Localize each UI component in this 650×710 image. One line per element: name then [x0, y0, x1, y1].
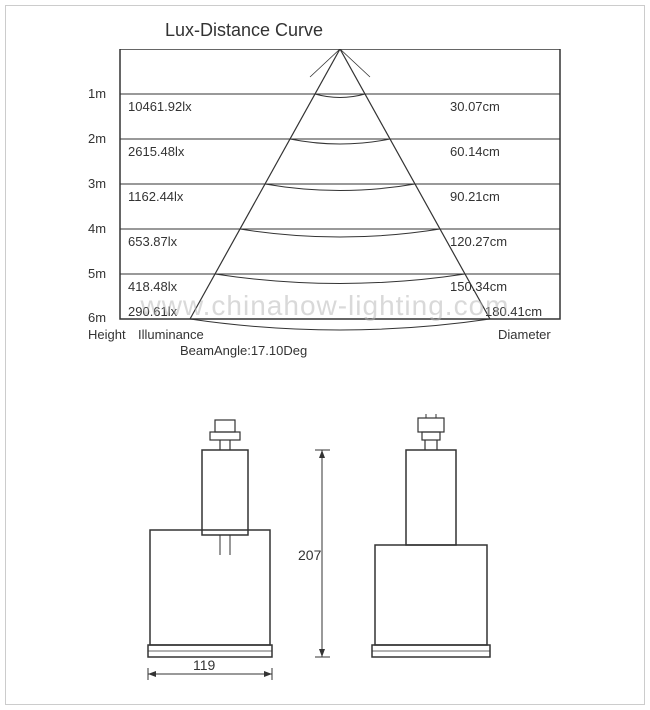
front-view: 119	[148, 420, 272, 680]
beam-arc	[315, 94, 365, 98]
axis-illuminance-label: Illuminance	[138, 327, 204, 342]
diameter-label: 90.21cm	[450, 189, 500, 204]
height-label: 1m	[88, 86, 106, 101]
illuminance-label: 1162.44lx	[128, 189, 184, 204]
beam-arc	[290, 139, 390, 144]
side-view	[372, 414, 490, 657]
diameter-label: 180.41cm	[485, 304, 542, 319]
height-dimension-group: 207	[298, 450, 330, 657]
diameter-label: 60.14cm	[450, 144, 500, 159]
axis-diameter-label: Diameter	[498, 327, 551, 342]
illuminance-label: 2615.48lx	[128, 144, 185, 159]
beam-arc	[265, 184, 415, 191]
width-dimension: 119	[193, 657, 216, 673]
schematic-svg: 119 207	[120, 410, 540, 690]
diameter-label: 120.27cm	[450, 234, 507, 249]
lux-distance-chart: Lux-Distance Curve 1m 2m 3m 4m 5m 6m 104…	[80, 20, 560, 369]
illuminance-label: 10461.92lx	[128, 99, 192, 114]
angle-line	[340, 49, 370, 77]
beam-arc	[190, 319, 490, 330]
angle-line	[310, 49, 340, 77]
illuminance-label: 290.61lx	[128, 304, 178, 319]
illuminance-label: 653.87lx	[128, 234, 178, 249]
beam-angle-label: BeamAngle:17.10Deg	[180, 343, 307, 358]
height-label: 2m	[88, 131, 106, 146]
product-schematic: 119 207	[120, 410, 540, 695]
illuminance-label: 418.48lx	[128, 279, 178, 294]
beam-arc	[215, 274, 465, 284]
height-label: 5m	[88, 266, 106, 281]
chart-title: Lux-Distance Curve	[165, 20, 560, 41]
height-dimension: 207	[298, 547, 322, 563]
diameter-label: 30.07cm	[450, 99, 500, 114]
height-label: 4m	[88, 221, 106, 236]
axis-height-label: Height	[88, 327, 126, 342]
height-label: 3m	[88, 176, 106, 191]
diameter-label: 150.34cm	[450, 279, 507, 294]
height-label: 6m	[88, 310, 106, 325]
beam-arc	[240, 229, 440, 237]
chart-svg: 1m 2m 3m 4m 5m 6m 10461.92lx 2615.48lx 1…	[80, 49, 570, 369]
